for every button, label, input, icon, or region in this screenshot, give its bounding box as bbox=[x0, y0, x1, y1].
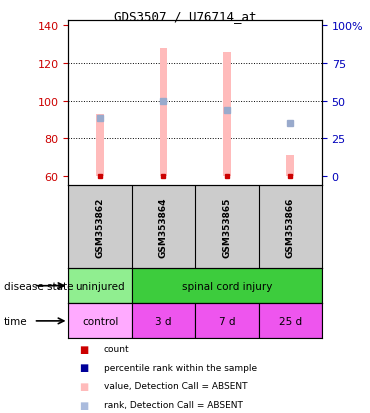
Text: 25 d: 25 d bbox=[279, 316, 302, 326]
Text: ■: ■ bbox=[79, 400, 88, 410]
Text: GSM353866: GSM353866 bbox=[286, 197, 295, 257]
Text: ■: ■ bbox=[79, 344, 88, 354]
Text: GSM353865: GSM353865 bbox=[222, 197, 231, 257]
Text: value, Detection Call = ABSENT: value, Detection Call = ABSENT bbox=[104, 382, 247, 391]
Bar bbox=[68, 304, 132, 339]
Bar bbox=[223, 52, 231, 176]
Bar bbox=[259, 304, 322, 339]
Text: disease state: disease state bbox=[4, 281, 73, 291]
Text: percentile rank within the sample: percentile rank within the sample bbox=[104, 363, 257, 372]
Text: GSM353862: GSM353862 bbox=[95, 197, 105, 257]
Text: time: time bbox=[4, 316, 27, 326]
Text: control: control bbox=[82, 316, 118, 326]
Text: spinal cord injury: spinal cord injury bbox=[182, 281, 272, 291]
Bar bbox=[96, 114, 104, 176]
Text: uninjured: uninjured bbox=[75, 281, 125, 291]
Text: ■: ■ bbox=[79, 363, 88, 373]
Text: 3 d: 3 d bbox=[155, 316, 172, 326]
Bar bbox=[195, 304, 259, 339]
Text: ■: ■ bbox=[79, 381, 88, 391]
Bar bbox=[286, 156, 294, 176]
Text: GSM353864: GSM353864 bbox=[159, 197, 168, 257]
Text: 7 d: 7 d bbox=[219, 316, 235, 326]
Bar bbox=[132, 304, 195, 339]
Text: GDS3507 / U76714_at: GDS3507 / U76714_at bbox=[114, 10, 256, 23]
Bar bbox=[132, 268, 322, 304]
Bar bbox=[68, 268, 132, 304]
Text: count: count bbox=[104, 344, 129, 354]
Text: rank, Detection Call = ABSENT: rank, Detection Call = ABSENT bbox=[104, 400, 242, 409]
Bar bbox=[160, 49, 167, 176]
